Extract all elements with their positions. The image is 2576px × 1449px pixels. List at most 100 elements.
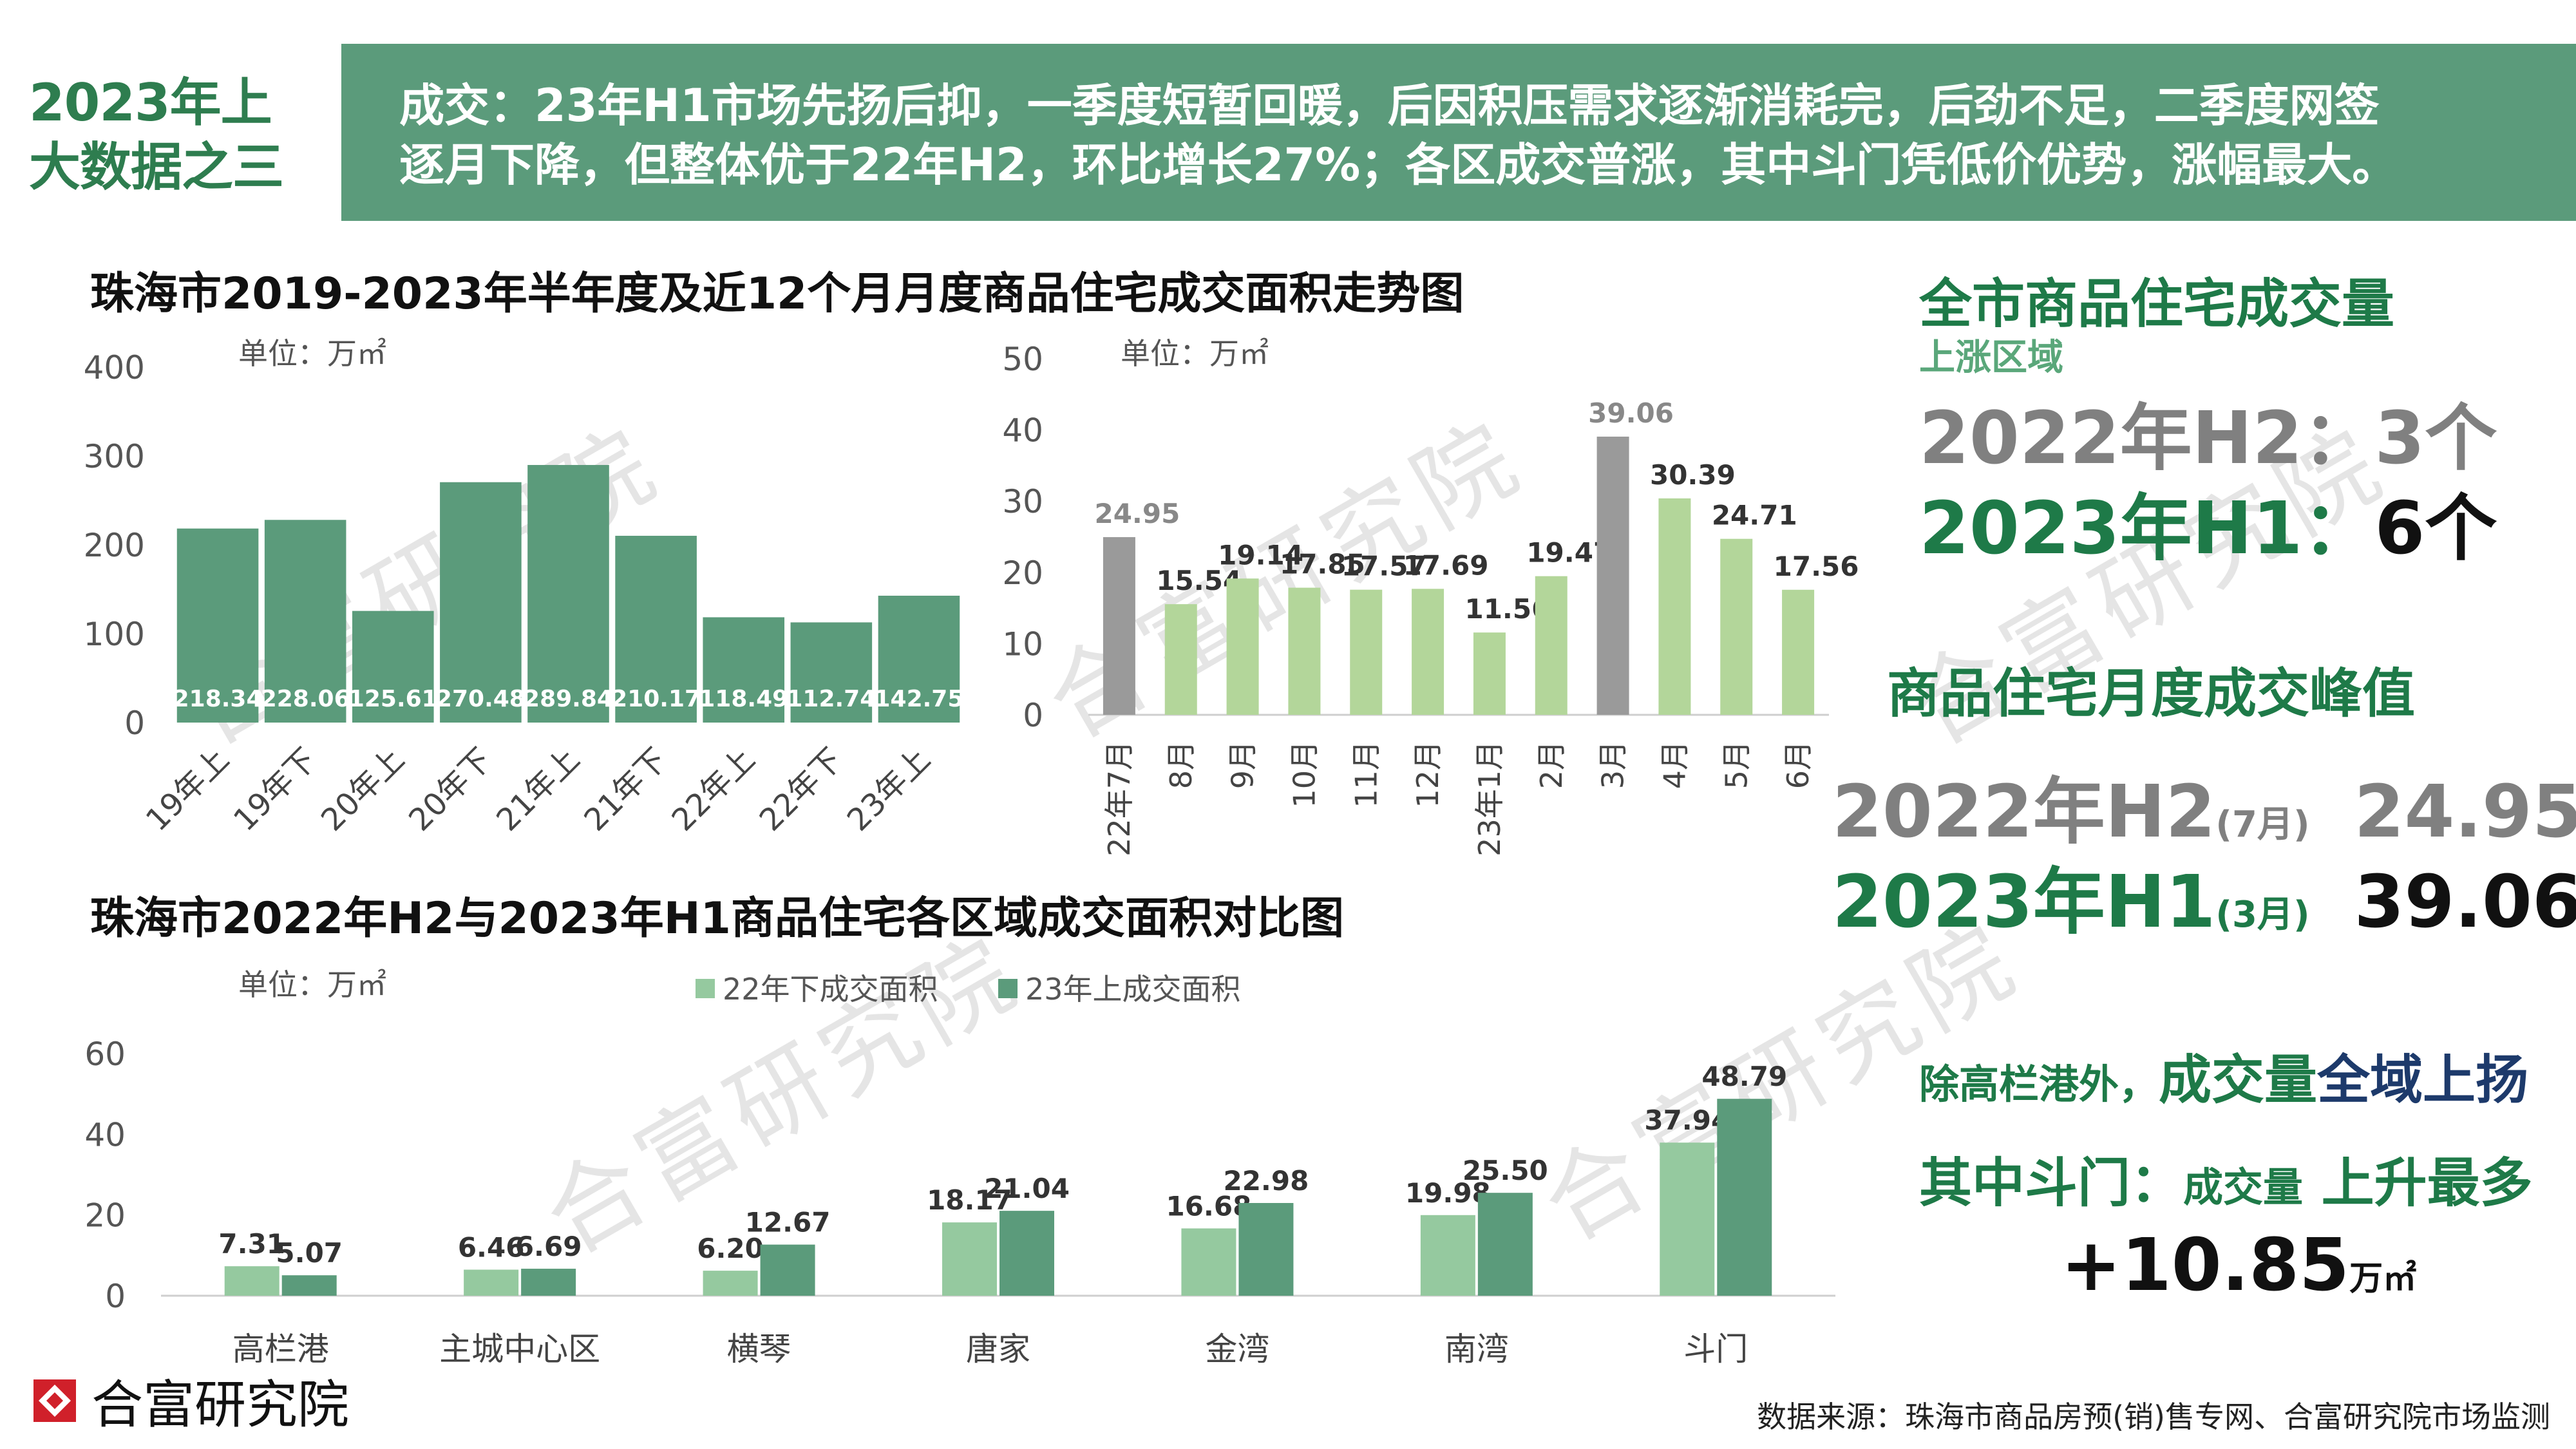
rising-count-h1-value: 6个 (2374, 487, 2497, 571)
y-tick-label: 0 (1023, 697, 1043, 734)
x-tick-label: 主城中心区 (439, 1331, 600, 1368)
data-label: 17.69 (1403, 549, 1489, 581)
data-label: 112.74 (786, 686, 876, 712)
x-tick-label: 8月 (1164, 741, 1198, 789)
x-tick-label: 横琴 (727, 1331, 791, 1368)
data-label: 37.94 (1644, 1104, 1730, 1136)
x-tick-label: 5月 (1719, 741, 1754, 789)
note1-c: 全域上扬 (2317, 1050, 2529, 1111)
data-label: 24.71 (1712, 500, 1797, 531)
y-tick-label: 50 (1002, 341, 1043, 378)
data-label: 17.57 (1341, 551, 1427, 582)
x-tick-label: 20年下 (402, 741, 499, 838)
summary-line-1: 成交：23年H1市场先扬后抑，一季度短暂回暖，后因积压需求逐渐消耗完，后劲不足，… (399, 79, 2380, 132)
bar (760, 1244, 815, 1296)
note-line-2: 其中斗门：成交量 上升最多 (1919, 1140, 2533, 1217)
data-label: 228.06 (261, 686, 350, 712)
x-tick-label: 6月 (1781, 741, 1815, 789)
x-tick-label: 4月 (1657, 741, 1692, 789)
bar (464, 1269, 519, 1296)
bar (615, 535, 697, 723)
y-tick-label: 0 (124, 705, 145, 742)
y-tick-label: 20 (84, 1197, 126, 1235)
data-label: 12.67 (745, 1207, 831, 1238)
x-tick-label: 2月 (1534, 741, 1569, 789)
x-tick-label: 3月 (1596, 741, 1631, 789)
data-label: 270.48 (436, 686, 526, 712)
data-label: 19.98 (1405, 1177, 1491, 1209)
bar (224, 1266, 279, 1296)
rising-count-h2-label: 2022年H2： (1919, 397, 2375, 480)
y-tick-label: 60 (84, 1036, 126, 1073)
data-label: 39.06 (1588, 397, 1674, 429)
rising-count-h1: 2023年H1：6个 (1919, 470, 2497, 574)
y-tick-label: 40 (84, 1116, 126, 1153)
bar (1477, 1193, 1533, 1296)
note1-b: 成交量 (2159, 1050, 2318, 1111)
data-label: 48.79 (1701, 1061, 1787, 1092)
summary-line-2: 逐月下降，但整体优于22年H2，环比增长27%；各区成交普涨，其中斗门凭低价优势… (399, 138, 2398, 191)
bar (1238, 1202, 1294, 1296)
note2-c: 上升最多 (2303, 1153, 2533, 1214)
panel-title-volume: 全市商品住宅成交量 (1919, 274, 2395, 335)
bar (352, 611, 434, 723)
bar (942, 1222, 997, 1296)
summary-text: 成交：23年H1市场先扬后抑，一季度短暂回暖，后因积压需求逐渐消耗完，后劲不足，… (399, 76, 2550, 194)
legend-label: 23年上成交面积 (1025, 972, 1241, 1007)
data-label: 25.50 (1463, 1155, 1548, 1186)
bar (999, 1211, 1054, 1296)
note1-a: 除高栏港外， (1919, 1061, 2159, 1108)
data-label: 24.95 (1094, 498, 1180, 529)
y-tick-label: 400 (84, 349, 145, 386)
peak-h2-value: 24.95 (2354, 770, 2576, 854)
panel-title-peak: 商品住宅月度成交峰值 (1887, 663, 2416, 724)
bar (703, 617, 785, 723)
y-tick-label: 100 (84, 616, 145, 653)
increase: +10.85万㎡ (2061, 1224, 2416, 1307)
data-label: 218.34 (173, 686, 263, 712)
x-tick-label: 22年下 (753, 741, 850, 838)
peak-h1-month: (3月) (2215, 894, 2310, 936)
bar (1226, 578, 1259, 715)
data-label: 6.46 (458, 1232, 525, 1264)
bar (1658, 498, 1691, 715)
data-label: 30.39 (1650, 459, 1736, 491)
x-tick-label: 21年上 (489, 741, 587, 838)
badge-line-2: 大数据之三 (29, 137, 284, 197)
peak-h1: 2023年H1(3月) 39.06万㎡ (1832, 844, 2576, 948)
data-label: 289.84 (524, 686, 613, 712)
data-label: 6.69 (515, 1231, 582, 1262)
summary-banner (341, 44, 2576, 221)
data-label: 210.17 (611, 686, 701, 712)
bar (281, 1275, 337, 1296)
rising-count-h2: 2022年H2：3个 (1919, 380, 2497, 484)
bar (1782, 589, 1815, 715)
peak-h2-month: (7月) (2215, 804, 2310, 846)
x-tick-label: 21年下 (577, 741, 674, 838)
x-tick-label: 唐家 (966, 1331, 1030, 1368)
logo-text: 合富研究院 (91, 1375, 349, 1435)
y-tick-label: 200 (84, 527, 145, 564)
bar (1660, 1142, 1715, 1296)
data-label: 125.61 (348, 686, 438, 712)
x-tick-label: 10月 (1287, 741, 1321, 808)
legend-label: 22年下成交面积 (723, 972, 938, 1007)
rising-count-h1-label: 2023年H1： (1919, 487, 2375, 571)
bar (440, 482, 522, 723)
y-tick-label: 0 (105, 1278, 126, 1315)
y-tick-label: 10 (1002, 625, 1043, 663)
data-label: 118.49 (699, 686, 788, 712)
x-tick-label: 11月 (1349, 741, 1383, 808)
brand-logo: 合富研究院 (32, 1365, 349, 1436)
note2-a: 其中斗门： (1919, 1153, 2184, 1214)
badge-line-1: 2023年上 (29, 73, 272, 133)
note2-b: 成交量 (2183, 1164, 2304, 1211)
bar (1350, 589, 1383, 715)
logo-icon (33, 1379, 76, 1422)
increase-unit: 万㎡ (2349, 1260, 2417, 1298)
x-tick-label: 斗门 (1683, 1331, 1748, 1368)
peak-h2: 2022年H2(7月) 24.95万㎡ (1832, 753, 2576, 858)
chart-title-trend: 珠海市2019-2023年半年度及近12个月月度商品住宅成交面积走势图 (90, 269, 1464, 319)
x-tick-label: 23年上 (840, 741, 938, 838)
